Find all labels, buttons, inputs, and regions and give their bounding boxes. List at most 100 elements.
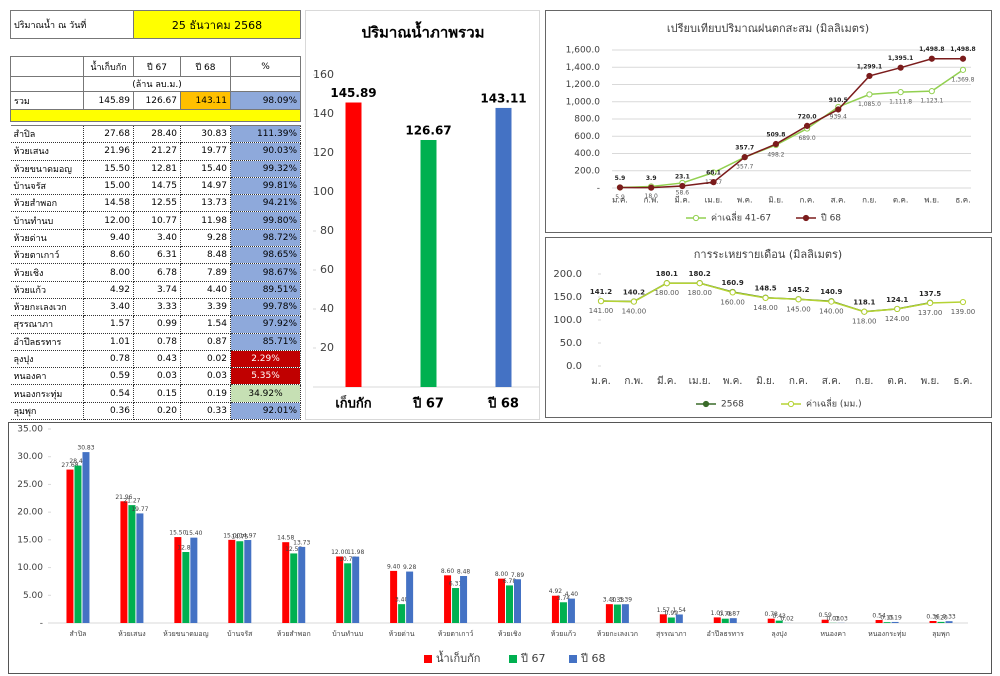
bar xyxy=(228,539,236,623)
bar xyxy=(514,579,521,623)
table-cell: 126.67 xyxy=(133,91,181,110)
value-label: 118.1 xyxy=(853,299,875,307)
value-label: 145.89 xyxy=(330,86,376,100)
table-cell: 11.98 xyxy=(180,211,231,230)
table-cell: 9.28 xyxy=(180,229,231,248)
value-label: 180.1 xyxy=(656,270,678,278)
x-tick-label: สุรรณาภา xyxy=(656,630,687,638)
value-label: 12.55 xyxy=(285,546,302,553)
legend-label: ค่าเฉลี่ย (มม.) xyxy=(806,397,862,410)
value-label: 143.11 xyxy=(480,91,526,105)
value-label: 1.57 xyxy=(657,607,671,614)
x-tick-label: เก็บกัก xyxy=(335,394,371,412)
bar xyxy=(883,622,891,623)
series-line xyxy=(619,57,963,189)
value-label: 1,395.1 xyxy=(888,55,913,62)
bar xyxy=(74,465,82,623)
value-label: 180.00 xyxy=(655,289,680,297)
table-cell: 98.09% xyxy=(229,91,302,110)
value-label: 1,498.8 xyxy=(950,46,975,53)
bar xyxy=(506,585,513,623)
x-tick-label: ห้วยเสนง xyxy=(118,630,146,638)
table-row: ลุงปุง 0.78 0.43 0.02 2.29% xyxy=(10,350,302,369)
marker xyxy=(630,298,638,305)
table-cell: 98.65% xyxy=(230,246,302,265)
x-tick-label: ก.พ. xyxy=(644,196,659,205)
table-cell: 15.40 xyxy=(180,160,231,178)
table-row: บ้านจรัส 15.00 14.75 14.97 99.81% xyxy=(10,177,302,196)
series-line xyxy=(619,69,964,189)
bar xyxy=(336,556,344,623)
table-cell: 0.20 xyxy=(133,402,181,421)
value-label: 9.28 xyxy=(403,564,417,571)
legend-swatch xyxy=(569,655,577,663)
y-tick-label: 40 xyxy=(320,302,334,315)
bar xyxy=(775,620,783,623)
marker xyxy=(648,184,655,191)
bar xyxy=(559,602,567,623)
marker xyxy=(663,280,670,287)
value-label: 0.59 xyxy=(818,612,832,619)
value-label: 141.00 xyxy=(589,307,614,315)
value-label: 18.0 xyxy=(645,193,659,200)
value-label: 6.31 xyxy=(449,581,463,588)
x-tick-label: พ.ค. xyxy=(737,196,753,205)
x-tick-label: บ้านทำนบ xyxy=(332,630,363,638)
table-cell: 99.81% xyxy=(230,177,302,196)
table-row xyxy=(10,38,301,57)
table-cell: ปี 68 xyxy=(180,56,231,77)
legend-swatch xyxy=(509,655,517,663)
rain-chart: เปรียบเทียบปริมาณฝนตกสะสม (มิลลิเมตร) - 2… xyxy=(545,10,992,233)
table-row xyxy=(10,121,301,126)
evaporation-chart: การระเหยรายเดือน (มิลลิเมตร) 0.0 50.0 100.… xyxy=(545,237,992,418)
chart-title: ปริมาณน้ำภาพรวม xyxy=(361,21,484,42)
table-row: ปริมาณน้ำ ณ วันที่ 25 ธันวาคม 2568 xyxy=(10,10,302,39)
table-cell: 3.40 xyxy=(133,229,181,248)
table-cell: ห้วยด่าน xyxy=(10,229,84,248)
bar xyxy=(621,604,629,623)
y-tick-label: 30.00 xyxy=(17,452,43,462)
value-label: 118.00 xyxy=(852,318,877,326)
value-label: 0.78 xyxy=(719,611,733,618)
y-tick-label: 60 xyxy=(320,263,334,276)
marker xyxy=(710,179,717,186)
value-label: 1,085.0 xyxy=(858,101,881,108)
legend-marker xyxy=(702,400,710,408)
value-label: 15.50 xyxy=(169,530,186,537)
y-tick-label: - xyxy=(40,619,43,629)
table-row: หนองคา 0.59 0.03 0.03 5.35% xyxy=(10,367,302,386)
table-cell: 145.89 xyxy=(83,91,134,110)
x-tick-label: ห้วยตาเกาว์ xyxy=(438,630,474,638)
x-tick-label: ห้วยแก้ว xyxy=(551,630,576,638)
value-label: 5.9 xyxy=(615,175,626,182)
x-tick-label: ห้วยด่าน xyxy=(389,630,415,638)
x-tick-label: มี.ค. xyxy=(657,375,677,387)
value-label: 140.9 xyxy=(820,288,842,296)
x-tick-label: หนองคา xyxy=(820,630,846,638)
x-tick-label: อำปึลธรทาร xyxy=(707,629,744,638)
x-tick-label: บ้านจรัส xyxy=(227,630,253,638)
value-label: 4.40 xyxy=(565,591,579,598)
value-label: 6.78 xyxy=(503,578,517,585)
legend-label: ค่าเฉลี่ย 41-67 xyxy=(711,211,771,224)
bar xyxy=(345,102,362,388)
marker xyxy=(959,55,967,62)
bar xyxy=(174,537,182,623)
y-tick-label: 150.0 xyxy=(553,292,582,303)
table-cell: 0.78 xyxy=(83,350,134,369)
marker xyxy=(729,289,736,296)
value-label: 357.7 xyxy=(735,145,754,152)
table-row: สำปิล 27.68 28.40 30.83 111.39% xyxy=(10,125,302,144)
value-label: 28.40 xyxy=(69,458,86,465)
table-cell: น้ำเก็บกัก xyxy=(83,56,134,77)
table-cell: ห้วยตาเกาว์ xyxy=(10,246,84,265)
bar xyxy=(721,618,729,623)
marker xyxy=(897,89,904,96)
value-label: 160.00 xyxy=(720,298,745,306)
value-label: 27.68 xyxy=(61,462,78,469)
value-label: 148.00 xyxy=(753,304,778,312)
bar xyxy=(495,107,512,388)
bar xyxy=(498,578,505,623)
x-tick-label: ปี 68 xyxy=(487,396,519,412)
table-row: อำปึลธรทาร 1.01 0.78 0.87 85.71% xyxy=(10,333,302,351)
